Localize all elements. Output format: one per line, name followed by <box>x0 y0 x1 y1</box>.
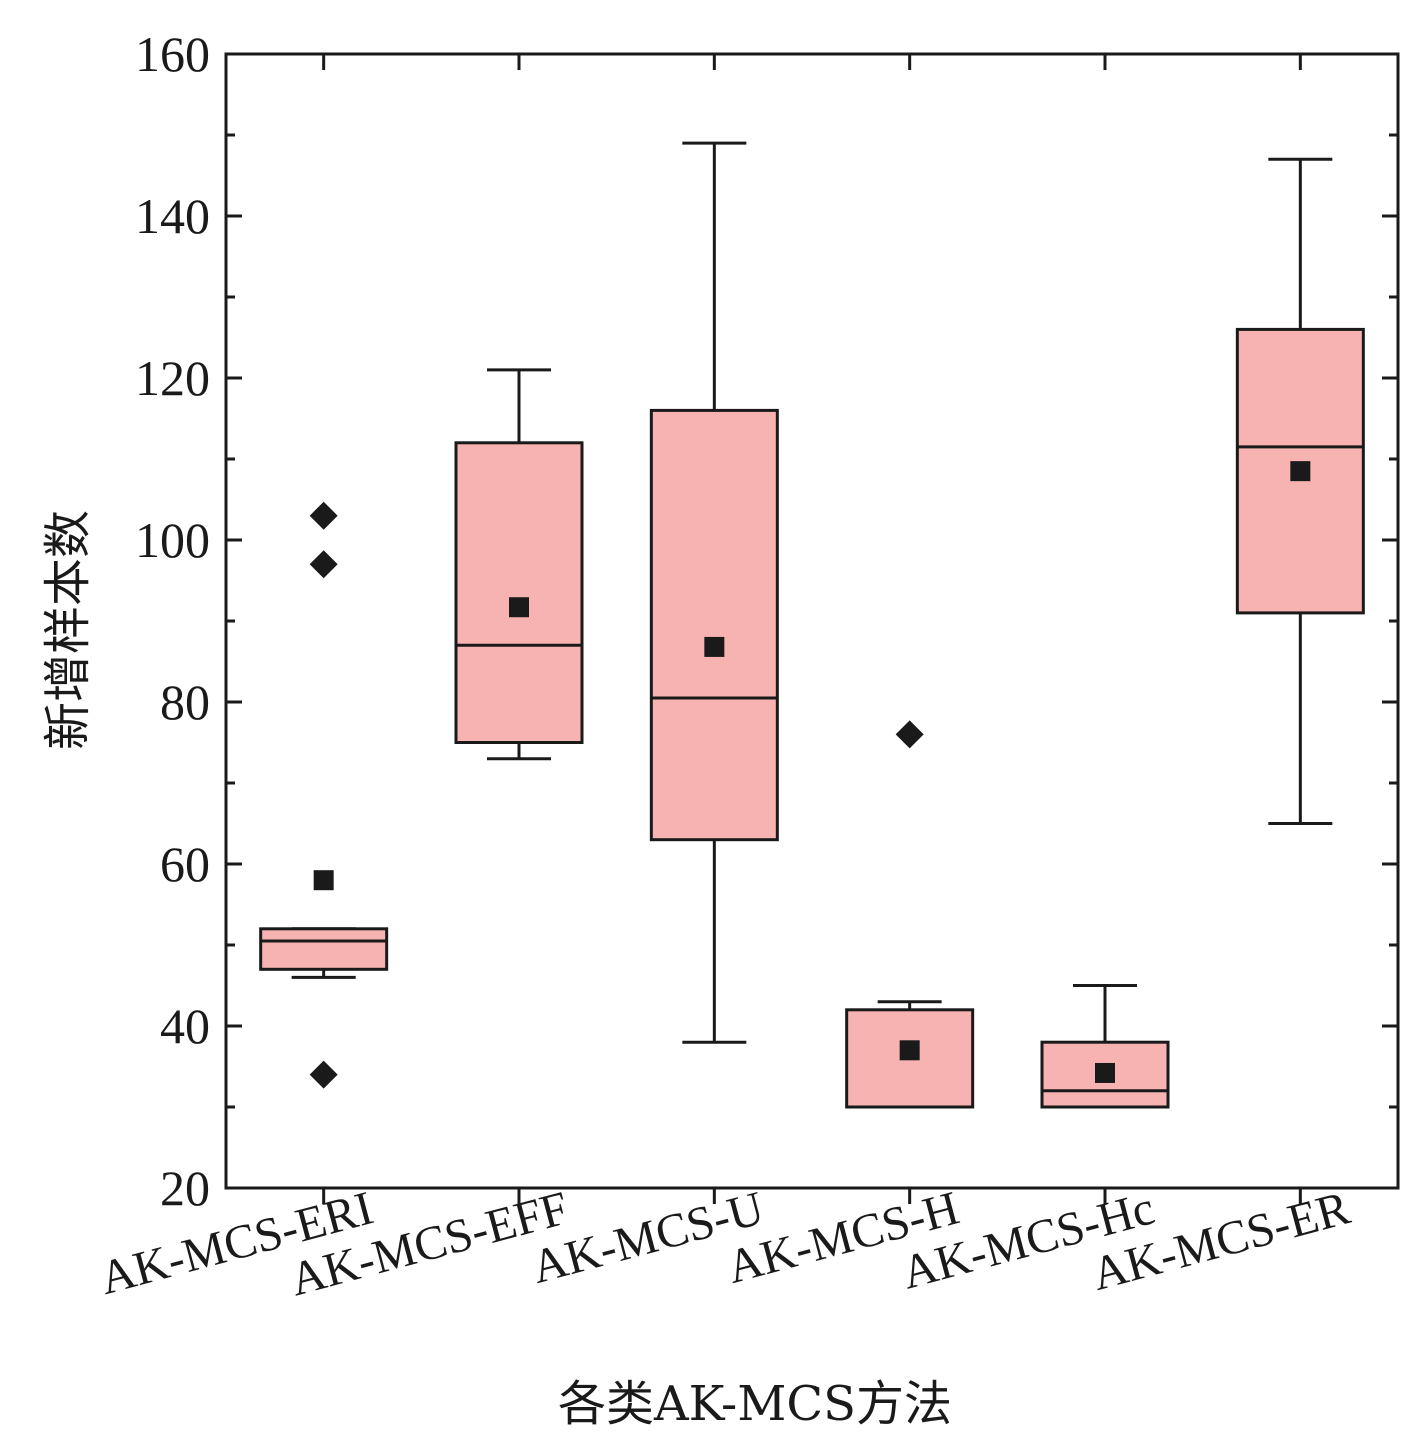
box-iqr <box>259 927 389 971</box>
y-axis-label: 新增样本数 <box>40 510 96 750</box>
mean-marker <box>704 636 725 657</box>
outlier-point <box>309 1060 338 1089</box>
y-tick-label: 20 <box>160 1160 210 1216</box>
y-tick-label: 120 <box>135 350 210 406</box>
plot-area-frame <box>224 52 1400 1190</box>
mean-marker <box>313 870 334 891</box>
chart-marks: 20406080100120140160AK-MCS-ERIAK-MCS-EFF… <box>94 26 1398 1306</box>
y-tick-label: 60 <box>160 836 210 892</box>
y-tick-label: 80 <box>160 674 210 730</box>
mean-marker <box>509 597 529 618</box>
y-tick-label: 160 <box>135 26 210 82</box>
box-iqr <box>649 408 779 842</box>
y-tick-label: 100 <box>135 512 210 568</box>
mean-marker <box>1095 1062 1115 1083</box>
outlier-point <box>895 720 924 749</box>
outlier-point <box>309 550 338 579</box>
mean-marker <box>1290 461 1311 482</box>
outlier-point <box>309 501 338 530</box>
mean-marker <box>899 1040 920 1061</box>
box-iqr <box>454 441 584 744</box>
y-tick-label: 140 <box>135 188 210 244</box>
y-tick-label: 40 <box>160 998 210 1054</box>
x-axis-label: 各类AK-MCS方法 <box>558 1376 952 1432</box>
